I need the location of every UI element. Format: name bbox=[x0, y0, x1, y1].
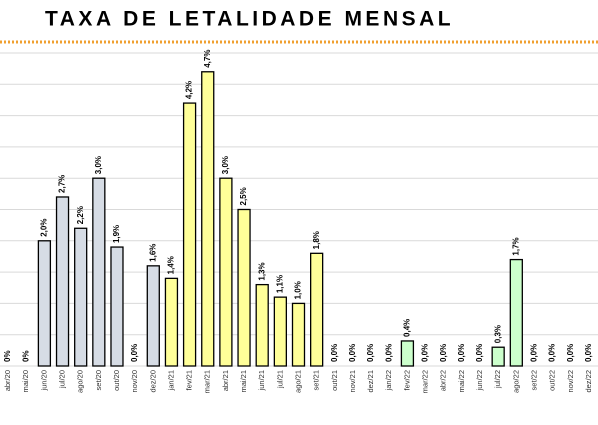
value-label: 1,8% bbox=[312, 231, 321, 249]
value-label: 0,0% bbox=[548, 344, 557, 362]
x-tick-label: ago/20 bbox=[76, 370, 85, 393]
value-label: 0,0% bbox=[366, 344, 375, 362]
x-tick-label: out/22 bbox=[548, 370, 557, 391]
value-label: 1,4% bbox=[167, 256, 176, 274]
x-tick-label: mar/22 bbox=[421, 370, 430, 393]
value-label: 0,0% bbox=[566, 344, 575, 362]
x-tick-label: dez/21 bbox=[366, 370, 375, 393]
value-label: 3,0% bbox=[94, 156, 103, 174]
bar bbox=[255, 283, 269, 367]
x-tick-label: mar/21 bbox=[203, 370, 212, 393]
bar bbox=[400, 340, 415, 367]
bar bbox=[164, 277, 179, 367]
value-label: 0,0% bbox=[584, 344, 593, 362]
value-label: 0,0% bbox=[530, 344, 539, 362]
x-tick-label: dez/20 bbox=[148, 370, 157, 393]
bar bbox=[182, 102, 197, 367]
value-label: 2,7% bbox=[58, 175, 67, 193]
x-tick-label: set/22 bbox=[529, 370, 538, 390]
bar bbox=[237, 208, 251, 367]
bar bbox=[92, 177, 106, 367]
bar bbox=[110, 246, 124, 367]
value-label: 0,0% bbox=[130, 344, 139, 362]
value-label: 0,0% bbox=[348, 344, 357, 362]
value-label: 1,0% bbox=[294, 281, 303, 299]
bar bbox=[201, 71, 215, 367]
value-label: 0,0% bbox=[384, 344, 393, 362]
x-tick-label: ago/22 bbox=[511, 370, 520, 393]
x-tick-label: mai/22 bbox=[457, 370, 466, 393]
x-tick-label: set/20 bbox=[94, 370, 103, 390]
x-tick-label: set/21 bbox=[312, 370, 321, 390]
x-tick-label: nov/21 bbox=[348, 370, 357, 393]
x-tick-label: mai/21 bbox=[239, 370, 248, 393]
x-tick-label: nov/22 bbox=[566, 370, 575, 393]
value-label: 1,6% bbox=[148, 244, 157, 262]
value-label: 3,0% bbox=[221, 156, 230, 174]
x-tick-label: out/21 bbox=[330, 370, 339, 391]
value-label: 1,1% bbox=[275, 275, 284, 293]
x-tick-label: ago/21 bbox=[293, 370, 302, 393]
value-label: 4,7% bbox=[203, 50, 212, 68]
x-tick-label: jan/21 bbox=[166, 370, 175, 391]
value-label: 1,9% bbox=[112, 225, 121, 243]
chart-title: TAXA DE LETALIDADE MENSAL bbox=[45, 8, 454, 31]
x-tick-label: dez/22 bbox=[584, 370, 593, 393]
value-label: 0,0% bbox=[330, 344, 339, 362]
value-label: 0% bbox=[3, 350, 12, 362]
x-tick-label: abr/21 bbox=[221, 370, 230, 391]
x-tick-label: out/20 bbox=[112, 370, 121, 391]
value-label: 0% bbox=[21, 350, 30, 362]
x-tick-label: abr/22 bbox=[439, 370, 448, 391]
bar bbox=[219, 177, 233, 367]
x-tick-label: abr/20 bbox=[3, 370, 12, 391]
bar bbox=[74, 227, 88, 367]
bar bbox=[491, 346, 505, 367]
value-label: 1,3% bbox=[257, 262, 266, 280]
value-label: 2,5% bbox=[239, 187, 248, 205]
bar bbox=[146, 265, 160, 367]
value-label: 0,0% bbox=[421, 344, 430, 362]
bar bbox=[509, 258, 523, 367]
bar bbox=[291, 302, 306, 367]
x-tick-label: jan/22 bbox=[384, 370, 393, 391]
value-label: 0,3% bbox=[493, 325, 502, 343]
bar bbox=[310, 252, 324, 367]
value-label: 0,0% bbox=[457, 344, 466, 362]
x-tick-label: mai/20 bbox=[21, 370, 30, 393]
x-tick-label: jun/20 bbox=[39, 370, 48, 391]
value-label: 2,2% bbox=[76, 206, 85, 224]
x-tick-label: jul/22 bbox=[493, 370, 502, 389]
value-label: 0,0% bbox=[475, 344, 484, 362]
value-label: 0,0% bbox=[439, 344, 448, 362]
x-tick-label: jun/21 bbox=[257, 370, 266, 391]
bar bbox=[37, 240, 52, 367]
x-tick-label: nov/20 bbox=[130, 370, 139, 393]
bar bbox=[273, 296, 287, 367]
value-label: 1,7% bbox=[511, 237, 520, 255]
x-tick-label: fev/22 bbox=[402, 370, 411, 390]
x-tick-label: jul/20 bbox=[58, 370, 67, 389]
x-tick-label: jul/21 bbox=[275, 370, 284, 389]
value-label: 4,2% bbox=[185, 81, 194, 99]
bar bbox=[55, 196, 70, 367]
value-label: 0,4% bbox=[403, 319, 412, 337]
x-tick-label: jun/22 bbox=[475, 370, 484, 391]
value-label: 2,0% bbox=[39, 219, 48, 237]
x-tick-label: fev/21 bbox=[185, 370, 194, 390]
